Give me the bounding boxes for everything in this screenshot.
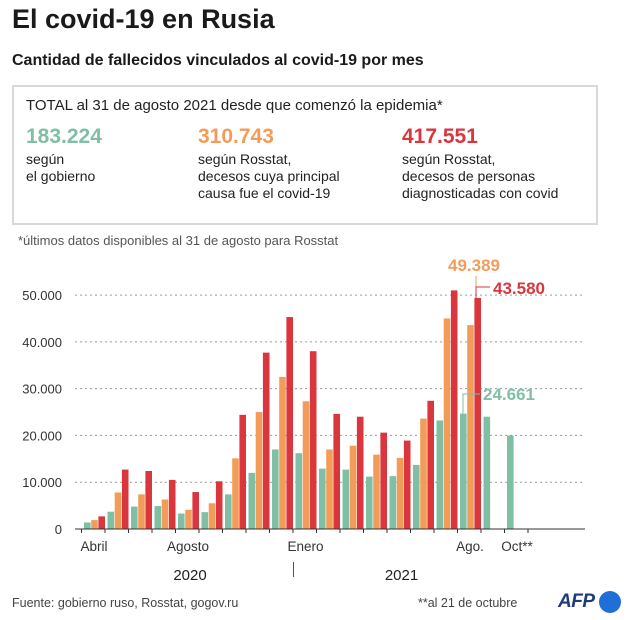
bar xyxy=(225,494,232,529)
y-tick-label: 10.000 xyxy=(22,475,62,490)
bar xyxy=(98,516,105,529)
bar xyxy=(467,325,474,529)
total-government-value: 183.224 xyxy=(26,125,102,148)
bar xyxy=(349,445,357,529)
total-government: 183.224 según el gobierno xyxy=(26,125,102,185)
x-tick-label: Ago. xyxy=(456,539,484,554)
total-rosstat-main: 310.743 según Rosstat, decesos cuya prin… xyxy=(198,125,340,202)
bar xyxy=(356,416,364,529)
bar xyxy=(248,472,256,529)
annotation-label: 24.661 xyxy=(483,385,535,404)
annotation-leader xyxy=(475,286,490,326)
y-tick-label: 50.000 xyxy=(22,288,62,303)
bar xyxy=(380,432,387,529)
annotation-label: 49.389 xyxy=(448,256,500,275)
bar xyxy=(131,506,138,529)
bar xyxy=(107,511,115,529)
bar xyxy=(319,468,326,529)
bar xyxy=(272,449,279,529)
footnote-october: **al 21 de octubre xyxy=(418,596,518,610)
bar xyxy=(460,413,467,529)
bar xyxy=(114,492,122,529)
bar xyxy=(84,522,91,529)
bar xyxy=(403,440,411,529)
bar xyxy=(443,318,451,529)
source-text: Fuente: gobierno ruso, Rosstat, gogov.ru xyxy=(12,596,239,610)
annotation-leader xyxy=(462,393,480,414)
afp-logo-text: AFP xyxy=(558,591,595,612)
total-rosstat-diagnosed: 417.551 según Rosstat, decesos de person… xyxy=(402,125,558,202)
x-tick-label: Agosto xyxy=(167,539,209,554)
year-label: 2021 xyxy=(385,567,418,584)
bar xyxy=(507,435,514,529)
year-label: 2020 xyxy=(173,567,206,584)
bar xyxy=(121,469,129,529)
chart-title: El covid-19 en Rusia xyxy=(12,4,275,34)
bar xyxy=(396,457,404,529)
bar xyxy=(215,481,223,529)
x-tick-label: Abril xyxy=(80,539,107,554)
bar xyxy=(192,492,199,529)
y-tick-label: 40.000 xyxy=(22,335,62,350)
bar xyxy=(161,499,169,529)
bar xyxy=(326,449,333,529)
bar xyxy=(436,420,444,529)
bar xyxy=(366,476,373,529)
bar xyxy=(178,513,185,529)
bar xyxy=(145,470,152,529)
y-tick-label: 30.000 xyxy=(22,382,62,397)
x-tick-label: Enero xyxy=(287,539,323,554)
bar xyxy=(420,418,427,529)
bar xyxy=(389,476,397,529)
bar xyxy=(168,479,176,529)
bar xyxy=(185,509,192,529)
bar xyxy=(333,413,340,529)
bar xyxy=(373,454,380,529)
bar xyxy=(138,494,145,529)
afp-logo-dot-icon xyxy=(598,591,621,613)
bar xyxy=(262,352,270,529)
bar xyxy=(201,512,209,529)
total-rosstat-diagnosed-desc: según Rosstat, decesos de personas diagn… xyxy=(402,151,559,201)
bar-chart: 0 10.000 20.000 30.000 40.000 50.000 Abril Agos… xyxy=(22,256,585,584)
total-rosstat-main-value: 310.743 xyxy=(198,125,274,148)
totals-heading: TOTAL al 31 de agosto 2021 desde que com… xyxy=(26,97,443,114)
bar xyxy=(208,503,216,529)
y-tick-label: 20.000 xyxy=(22,428,62,443)
total-rosstat-main-desc: según Rosstat, decesos cuya principal ca… xyxy=(198,151,340,201)
bar xyxy=(239,414,246,529)
footnote-latest-data: *últimos datos disponibles al 31 de agos… xyxy=(18,233,339,248)
bar xyxy=(232,458,239,529)
bar xyxy=(427,400,434,529)
y-tick-label: 0 xyxy=(55,522,62,537)
chart-subtitle: Cantidad de fallecidos vinculados al cov… xyxy=(12,52,424,69)
totals-box: TOTAL al 31 de agosto 2021 desde que com… xyxy=(12,85,598,225)
bar xyxy=(279,376,286,529)
annotation-label: 43.580 xyxy=(493,279,545,298)
bar xyxy=(342,469,350,529)
bar xyxy=(286,317,293,529)
total-rosstat-diagnosed-value: 417.551 xyxy=(402,125,478,148)
bar xyxy=(154,506,162,529)
bar xyxy=(295,453,303,529)
total-government-desc: según el gobierno xyxy=(26,151,96,184)
bar xyxy=(91,520,98,529)
bar xyxy=(309,351,317,529)
bar xyxy=(483,416,491,529)
bar xyxy=(474,297,481,529)
bar xyxy=(255,412,263,529)
x-tick-label: Oct** xyxy=(501,539,533,554)
afp-logo: AFP xyxy=(558,591,621,613)
bar xyxy=(450,290,458,529)
bar xyxy=(413,464,420,529)
bar xyxy=(302,401,310,529)
